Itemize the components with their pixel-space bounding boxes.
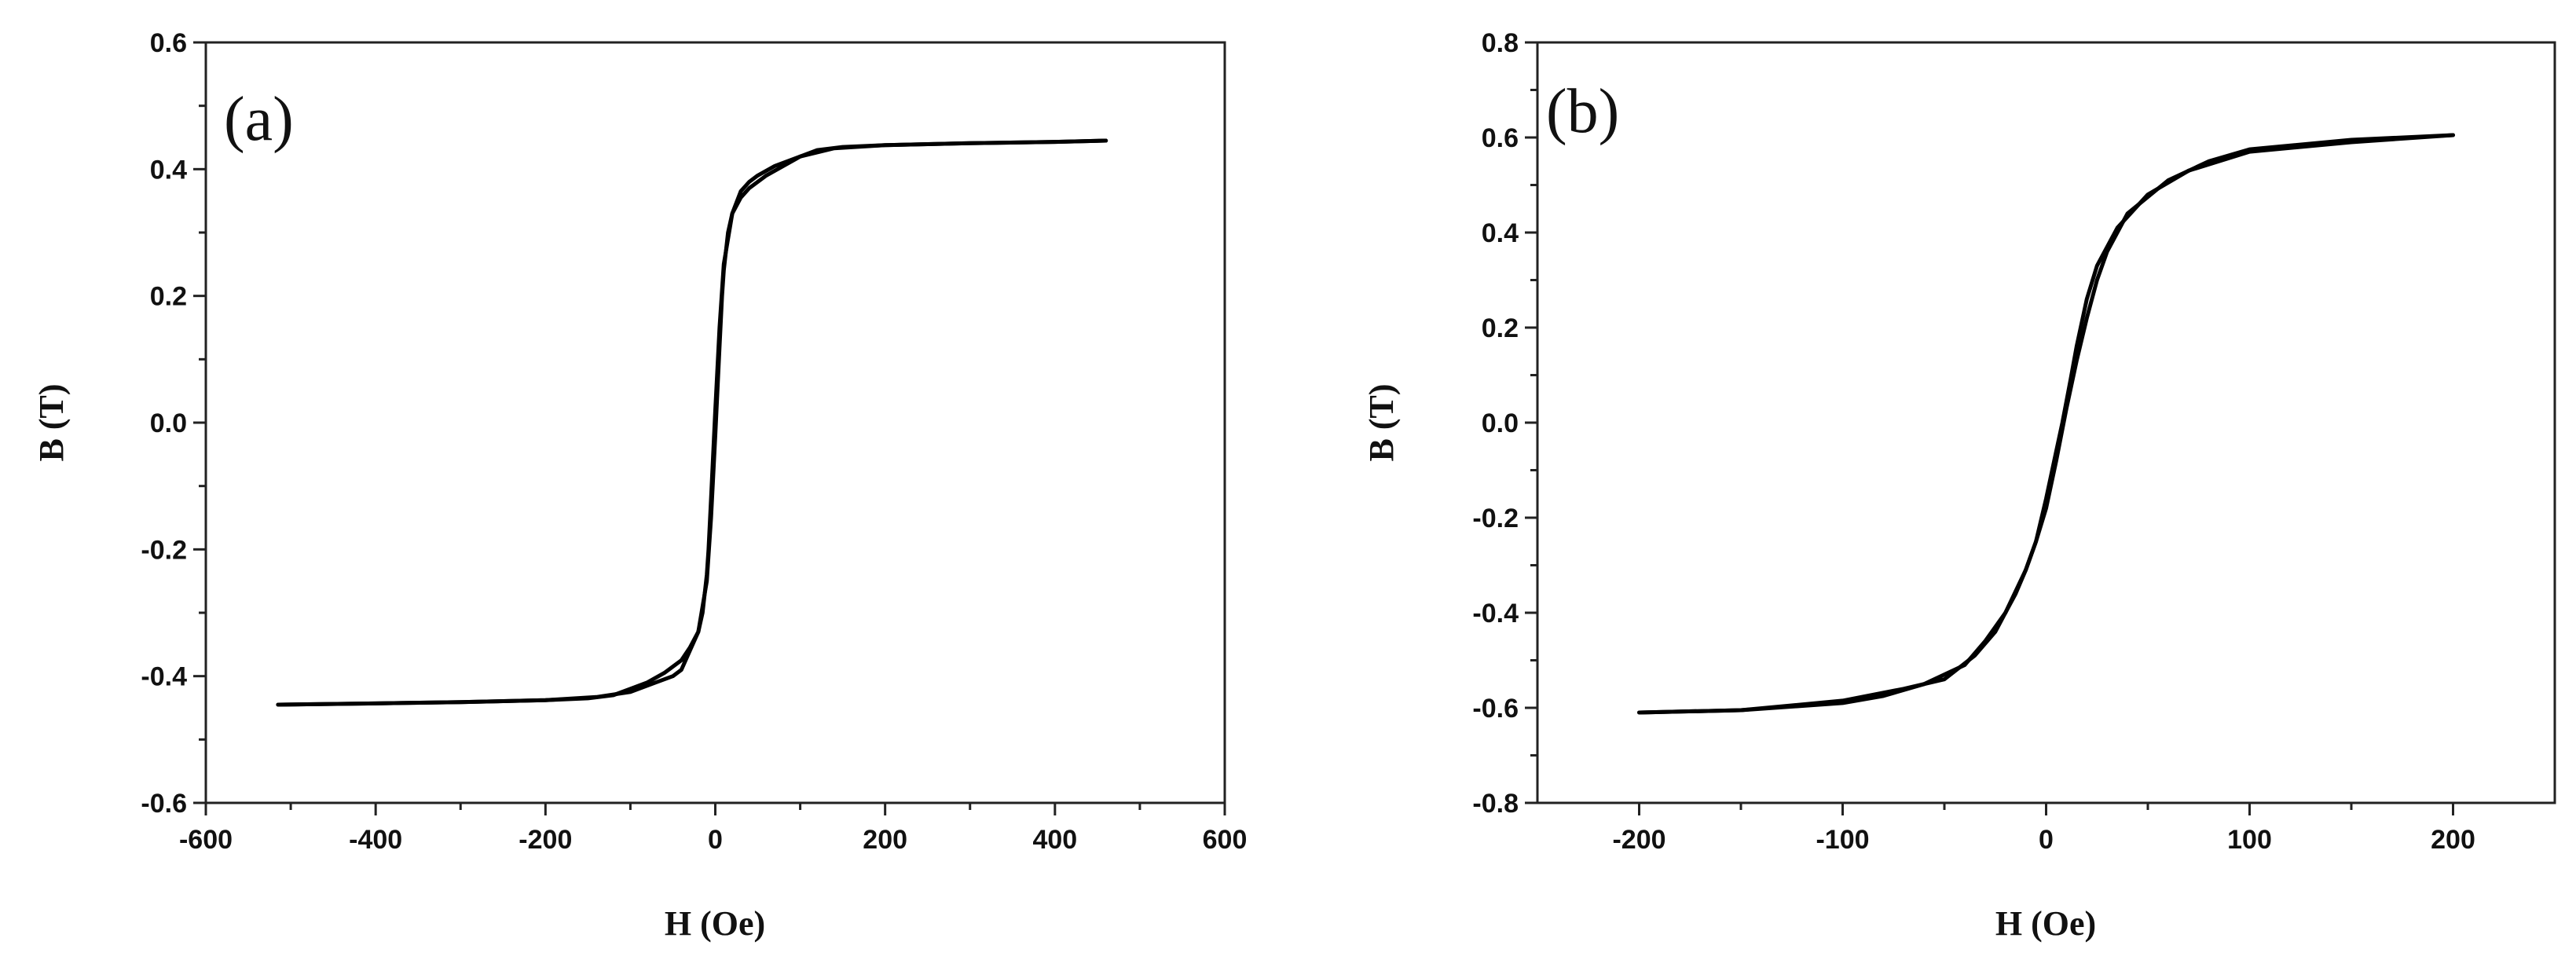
descending-branch-line <box>276 138 1108 707</box>
x-tick-label: -600 <box>179 825 233 855</box>
x-tick-label: -100 <box>1816 825 1869 855</box>
y-axis-title: B (T) <box>32 384 71 462</box>
y-tick-label: -0.6 <box>141 789 187 819</box>
x-tick-label: 0 <box>2039 825 2054 855</box>
plot-frame <box>1536 41 2556 804</box>
ascending-branch-line <box>1637 133 2455 715</box>
x-tick-label: 200 <box>2431 825 2475 855</box>
hysteresis-curves <box>1637 133 2455 715</box>
x-axis-title: H (Oe) <box>1995 904 2096 943</box>
x-axis-ticks: -200 -100 0 100 200 <box>1612 803 2475 855</box>
x-axis-ticks: -600 -400 -200 0 200 400 600 <box>179 803 1247 855</box>
y-tick-label: -0.4 <box>1472 599 1519 628</box>
chart-panel-a: -600 -400 -200 0 200 400 600 -0.6 -0.4 -0.2 0.0 0.… <box>32 28 1247 943</box>
x-tick-label: -200 <box>518 825 572 855</box>
panel-label: (b) <box>1546 77 1619 146</box>
y-tick-label: -0.4 <box>141 662 187 692</box>
panel-label: (a) <box>224 85 294 154</box>
x-tick-label: -400 <box>349 825 402 855</box>
y-axis-title: B (T) <box>1362 384 1401 462</box>
x-tick-label: 0 <box>708 825 723 855</box>
y-tick-label: 0.0 <box>1482 409 1519 438</box>
y-tick-label: 0.4 <box>1482 218 1519 248</box>
x-tick-label: -200 <box>1612 825 1665 855</box>
y-axis-ticks: -0.8 -0.6 -0.4 -0.2 0.0 0.2 0.4 0.6 0.8 <box>1472 28 1537 819</box>
x-tick-label: 200 <box>863 825 907 855</box>
ascending-branch-line <box>276 138 1108 707</box>
y-tick-label: 0.6 <box>1482 123 1519 153</box>
y-axis-ticks: -0.6 -0.4 -0.2 0.0 0.2 0.4 0.6 <box>141 28 206 819</box>
x-tick-label: 100 <box>2227 825 2272 855</box>
y-tick-label: 0.6 <box>150 28 187 58</box>
y-tick-label: 0.2 <box>150 282 187 312</box>
descending-branch-line <box>1637 133 2455 715</box>
y-tick-label: -0.2 <box>141 535 187 565</box>
x-tick-label: 600 <box>1203 825 1248 855</box>
chart-panel-b: -200 -100 0 100 200 -0.8 -0.6 -0.4 -0.2 0.0 0.2 0.… <box>1362 28 2556 943</box>
y-tick-label: 0.4 <box>150 155 187 185</box>
x-tick-label: 400 <box>1032 825 1077 855</box>
y-tick-label: -0.6 <box>1472 694 1519 724</box>
y-tick-label: 0.8 <box>1482 28 1519 58</box>
hysteresis-curves <box>276 138 1108 707</box>
x-axis-title: H (Oe) <box>665 904 765 943</box>
y-tick-label: 0.2 <box>1482 313 1519 343</box>
y-tick-label: -0.2 <box>1472 504 1519 533</box>
y-tick-label: 0.0 <box>150 409 187 438</box>
y-tick-label: -0.8 <box>1472 789 1519 819</box>
